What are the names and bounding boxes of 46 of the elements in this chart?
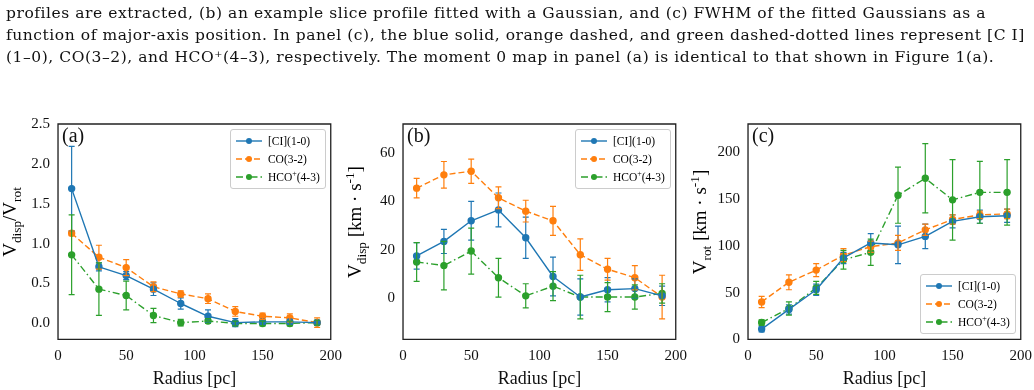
y-tick-label: 60 xyxy=(380,143,395,160)
x-tick-label: 50 xyxy=(463,347,479,364)
x-tick-label: 100 xyxy=(183,347,206,364)
legend-label: HCO$^{+}$(4-3) xyxy=(612,168,665,186)
x-tick-label: 150 xyxy=(596,347,619,364)
x-tick-label: 200 xyxy=(1009,347,1032,364)
y-tick-label: 40 xyxy=(380,192,395,209)
x-tick-label: 200 xyxy=(319,347,342,364)
chart-title: (c) xyxy=(752,124,775,148)
y-tick-label: 0 xyxy=(732,330,740,347)
x-axis-title: Radius [pc] xyxy=(842,367,927,388)
legend-label: [CI](1-0) xyxy=(267,134,311,150)
text: profiles are extracted, (b) an example slice profile fitted with a Gaussian, and (c) FWHM of the fitted Gaussians as a function of major-axis position. In panel (c), the blue solid, orange dashed, and green dashed-dotted lines represent [C I](1–0), CO(3–2), and HCO⁺(4–3), respectively. The moment 0 map in panel (a) is identical to that shown in Figure 1(a). xyxy=(6,3,1026,68)
y-tick-label: 20 xyxy=(380,240,395,257)
legend-label: HCO$^{+}$(4-3) xyxy=(267,168,320,186)
x-tick-label: 0 xyxy=(54,347,62,364)
legend-label: HCO$^{+}$(4-3) xyxy=(957,313,1010,331)
x-tick-label: 0 xyxy=(399,347,407,364)
y-tick-label: 1.0 xyxy=(31,234,50,251)
x-tick-label: 50 xyxy=(808,347,824,364)
legend-label: CO(3-2) xyxy=(957,297,997,313)
y-tick-label: 100 xyxy=(717,236,740,253)
x-tick-label: 150 xyxy=(251,347,274,364)
x-axis-title: Radius [pc] xyxy=(152,367,237,388)
y-tick-label: 0.5 xyxy=(31,274,50,291)
y-tick-label: 0.0 xyxy=(31,314,50,331)
x-tick-label: 150 xyxy=(941,347,964,364)
chart-title: (a) xyxy=(62,124,85,148)
x-tick-label: 0 xyxy=(744,347,752,364)
legend-label: CO(3-2) xyxy=(612,152,652,168)
y-tick-label: 200 xyxy=(717,143,740,160)
y-tick-label: 2.0 xyxy=(31,154,50,171)
x-tick-label: 100 xyxy=(873,347,896,364)
y-tick-label: 0 xyxy=(387,289,395,306)
x-tick-label: 100 xyxy=(528,347,551,364)
x-axis-title: Radius [pc] xyxy=(497,367,582,388)
y-tick-label: 50 xyxy=(725,283,740,300)
y-tick-label: 2.5 xyxy=(31,114,50,131)
x-tick-label: 50 xyxy=(118,347,134,364)
chart-title: (b) xyxy=(407,124,431,148)
y-tick-label: 1.5 xyxy=(31,194,50,211)
legend-label: [CI](1-0) xyxy=(612,134,656,150)
legend-label: [CI](1-0) xyxy=(957,279,1001,295)
y-tick-label: 150 xyxy=(717,189,740,206)
legend-label: CO(3-2) xyxy=(267,152,307,168)
x-tick-label: 200 xyxy=(664,347,687,364)
